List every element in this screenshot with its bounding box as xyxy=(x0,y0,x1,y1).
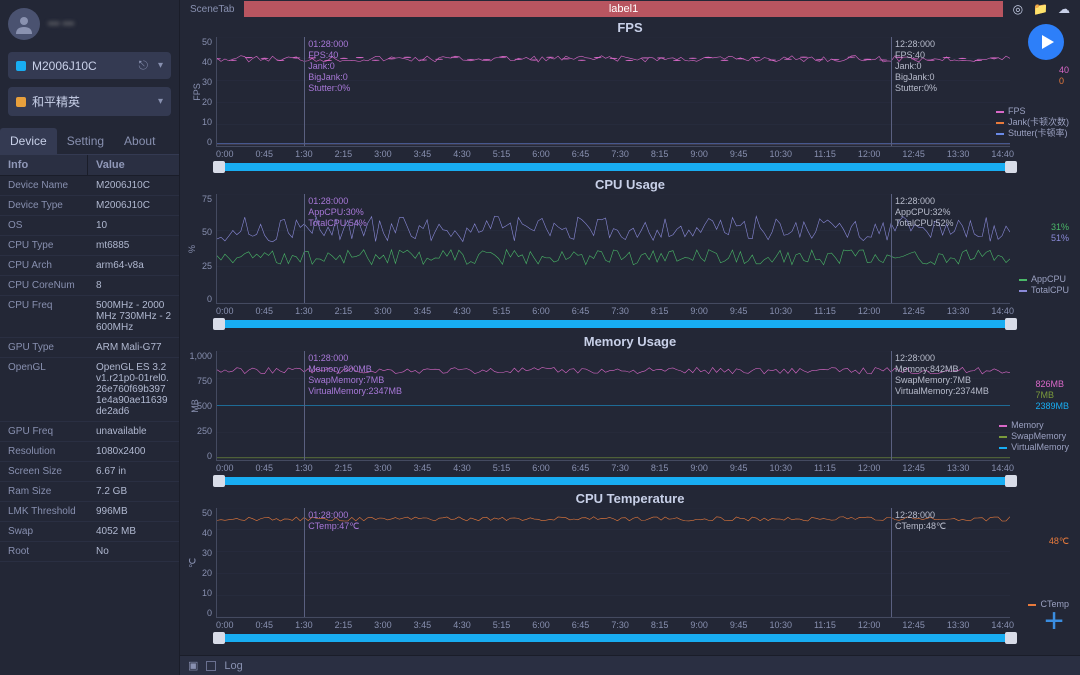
chart-readout: 31%51% xyxy=(1051,222,1069,244)
chart-title: Memory Usage xyxy=(186,332,1074,351)
info-table: Device NameM2006J10CDevice TypeM2006J10C… xyxy=(0,176,179,675)
main-panel: SceneTab label1 ◎ 📁 ☁ + FPSFPS5040302010… xyxy=(180,0,1080,675)
y-axis-unit: ℃ xyxy=(188,558,199,568)
marker-right[interactable] xyxy=(891,194,892,303)
chart-title: FPS xyxy=(186,18,1074,37)
chart-canvas[interactable]: 01:28:000 AppCPU:30% TotalCPU:54% 12:28:0… xyxy=(216,194,1010,304)
marker-right-label: 12:28:000 FPS:40 Jank:0 BigJank:0 Stutte… xyxy=(895,39,937,94)
marker-left-label: 01:28:000 CTemp:47℃ xyxy=(308,510,359,532)
time-scrubber[interactable] xyxy=(216,634,1014,642)
marker-right[interactable] xyxy=(891,508,892,617)
user-row: ••• ••• xyxy=(0,0,179,48)
chart-readout: 826MB7MB2389MB xyxy=(1035,379,1069,412)
marker-right-label: 12:28:000 Memory:842MB SwapMemory:7MB Vi… xyxy=(895,353,989,397)
info-row: OpenGLOpenGL ES 3.2 v1.r21p0-01rel0.26e7… xyxy=(0,358,179,422)
chart-temp: CPU Temperature℃5040302010001:28:000 CTe… xyxy=(186,489,1074,642)
x-axis: 0:000:451:302:153:003:454:305:156:006:45… xyxy=(216,304,1014,318)
charts-container: FPSFPS5040302010001:28:000 FPS:40 Jank:0… xyxy=(180,18,1080,655)
info-row: LMK Threshold996MB xyxy=(0,502,179,522)
chevron-down-icon: ▾ xyxy=(158,60,163,71)
topbar: SceneTab label1 ◎ 📁 ☁ xyxy=(180,0,1080,18)
chart-canvas[interactable]: 01:28:000 Memory:800MB SwapMemory:7MB Vi… xyxy=(216,351,1010,461)
chart-legend: AppCPUTotalCPU xyxy=(1007,274,1069,296)
chart-title: CPU Usage xyxy=(186,175,1074,194)
sidebar-tabs: DeviceSettingAbout xyxy=(0,128,179,155)
tab-about[interactable]: About xyxy=(114,128,165,154)
info-row: CPU Archarm64-v8a xyxy=(0,256,179,276)
info-row: Resolution1080x2400 xyxy=(0,442,179,462)
cloud-icon[interactable]: ☁ xyxy=(1058,2,1070,16)
chevron-down-icon: ▾ xyxy=(158,96,163,107)
link-icon[interactable]: ⎋ xyxy=(138,58,148,73)
app-selector[interactable]: 和平精英 ▾ xyxy=(8,87,171,116)
add-button[interactable]: + xyxy=(1044,602,1064,641)
time-scrubber[interactable] xyxy=(216,477,1014,485)
marker-left-label: 01:28:000 FPS:40 Jank:0 BigJank:0 Stutte… xyxy=(308,39,350,94)
chart-cpu: CPU Usage%755025001:28:000 AppCPU:30% To… xyxy=(186,175,1074,328)
marker-left-label: 01:28:000 AppCPU:30% TotalCPU:54% xyxy=(308,196,367,229)
x-axis: 0:000:451:302:153:003:454:305:156:006:45… xyxy=(216,618,1014,632)
info-row: OS10 xyxy=(0,216,179,236)
marker-right[interactable] xyxy=(891,351,892,460)
chart-readout: 48℃ xyxy=(1049,536,1069,547)
chart-legend: MemorySwapMemoryVirtualMemory xyxy=(987,420,1069,453)
x-axis: 0:000:451:302:153:003:454:305:156:006:45… xyxy=(216,461,1014,475)
footer: ▣ Log xyxy=(180,655,1080,675)
info-row: GPU Frequnavailable xyxy=(0,422,179,442)
info-row: Device TypeM2006J10C xyxy=(0,196,179,216)
time-scrubber[interactable] xyxy=(216,163,1014,171)
location-icon[interactable]: ◎ xyxy=(1013,2,1023,16)
chart-fps: FPSFPS5040302010001:28:000 FPS:40 Jank:0… xyxy=(186,18,1074,171)
marker-left[interactable] xyxy=(304,508,305,617)
marker-right-label: 12:28:000 CTemp:48℃ xyxy=(895,510,946,532)
tab-setting[interactable]: Setting xyxy=(57,128,114,154)
play-button[interactable] xyxy=(1028,24,1064,60)
device-selector[interactable]: M2006J10C ⎋ ▾ xyxy=(8,52,171,79)
info-row: Screen Size6.67 in xyxy=(0,462,179,482)
info-row: GPU TypeARM Mali-G77 xyxy=(0,338,179,358)
android-icon xyxy=(16,61,26,71)
marker-right-label: 12:28:000 AppCPU:32% TotalCPU:52% xyxy=(895,196,954,229)
log-label: Log xyxy=(224,660,242,672)
time-scrubber[interactable] xyxy=(216,320,1014,328)
x-axis: 0:000:451:302:153:003:454:305:156:006:45… xyxy=(216,147,1014,161)
marker-left-label: 01:28:000 Memory:800MB SwapMemory:7MB Vi… xyxy=(308,353,402,397)
expand-icon[interactable]: ▣ xyxy=(188,659,198,672)
scene-tab[interactable]: SceneTab xyxy=(180,2,244,17)
log-checkbox[interactable] xyxy=(206,661,216,671)
info-row: Device NameM2006J10C xyxy=(0,176,179,196)
avatar[interactable] xyxy=(8,8,40,40)
marker-right[interactable] xyxy=(891,37,892,146)
chart-readout: 400 xyxy=(1059,65,1069,87)
folder-icon[interactable]: 📁 xyxy=(1033,2,1048,16)
y-axis-unit: MB xyxy=(190,399,200,413)
y-axis-unit: % xyxy=(187,245,197,253)
app-icon xyxy=(16,97,26,107)
y-axis-unit: FPS xyxy=(192,83,202,101)
info-row: CPU Typemt6885 xyxy=(0,236,179,256)
label-bar[interactable]: label1 xyxy=(244,1,1002,17)
sidebar: ••• ••• M2006J10C ⎋ ▾ 和平精英 ▾ DeviceSetti… xyxy=(0,0,180,675)
marker-left[interactable] xyxy=(304,351,305,460)
chart-legend: FPSJank(卡顿次数)Stutter(卡顿率) xyxy=(984,106,1069,139)
info-row: CPU Freq500MHz - 2000MHz 730MHz - 2600MH… xyxy=(0,296,179,338)
info-row: Swap4052 MB xyxy=(0,522,179,542)
info-row: RootNo xyxy=(0,542,179,562)
marker-left[interactable] xyxy=(304,37,305,146)
info-table-header: Info Value xyxy=(0,155,179,176)
marker-left[interactable] xyxy=(304,194,305,303)
info-row: CPU CoreNum8 xyxy=(0,276,179,296)
user-name: ••• ••• xyxy=(48,18,74,30)
chart-canvas[interactable]: 01:28:000 FPS:40 Jank:0 BigJank:0 Stutte… xyxy=(216,37,1010,147)
chart-canvas[interactable]: 01:28:000 CTemp:47℃ 12:28:000 CTemp:48℃ xyxy=(216,508,1010,618)
chart-title: CPU Temperature xyxy=(186,489,1074,508)
info-row: Ram Size7.2 GB xyxy=(0,482,179,502)
chart-mem: Memory UsageMB1,000750500250001:28:000 M… xyxy=(186,332,1074,485)
tab-device[interactable]: Device xyxy=(0,128,57,154)
